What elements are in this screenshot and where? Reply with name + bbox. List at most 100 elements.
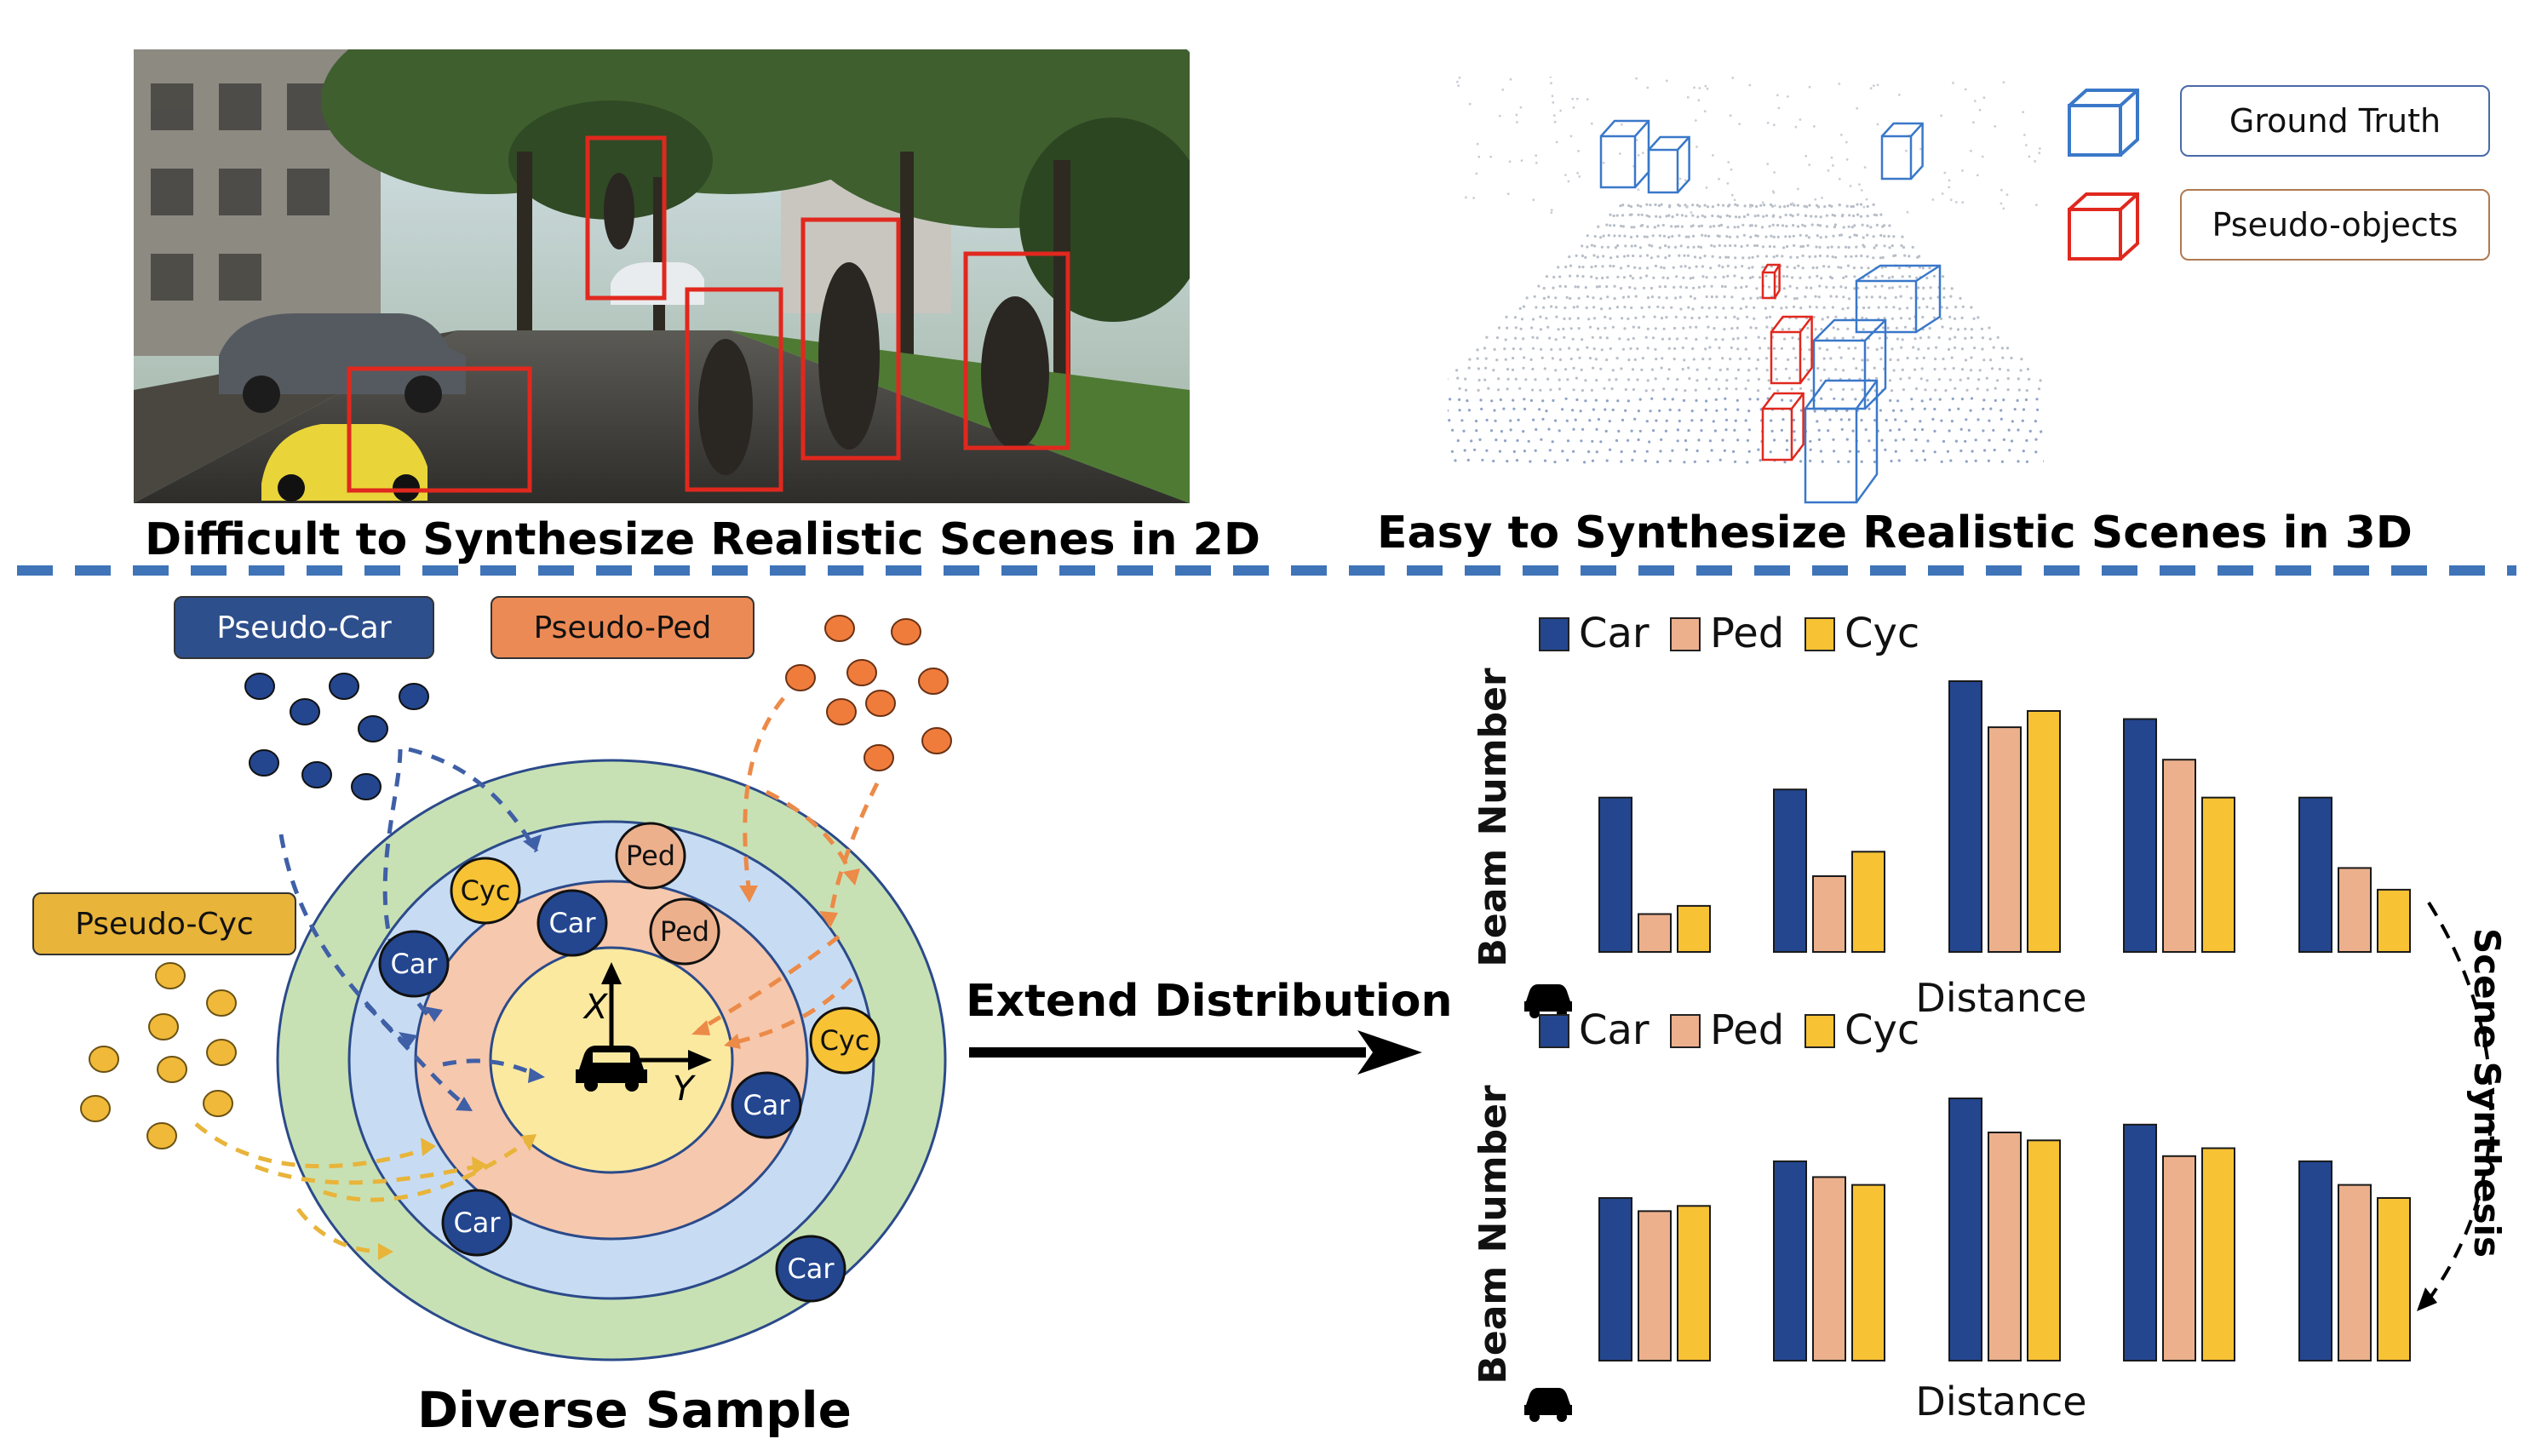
- pseudo-car-dot: [358, 715, 388, 742]
- bar-car: [1773, 788, 1807, 954]
- car-icon: [576, 1046, 647, 1092]
- legend-swatch-cyc: [1804, 1014, 1835, 1048]
- bar-ped: [2338, 1184, 2372, 1361]
- legend-swatch-car: [1539, 617, 1569, 651]
- object-label: Car: [787, 1253, 835, 1285]
- tag-pseudo-cyc: Pseudo-Cyc: [32, 892, 296, 955]
- beam-charts: Scene Synthesis Car Ped Cyc Beam Number Dist…: [1472, 610, 2508, 1424]
- bar-ped: [1988, 1132, 2022, 1361]
- bar-cyc: [2201, 796, 2235, 954]
- pseudo-ped-dot: [891, 618, 921, 645]
- object-label: Car: [548, 907, 596, 939]
- bar-ped: [2338, 867, 2372, 954]
- bar-cyc: [1677, 904, 1711, 954]
- object-car: Car: [536, 889, 608, 957]
- pseudo-ped-dot: [918, 668, 949, 695]
- pseudo-cyc-dot: [80, 1095, 111, 1122]
- bbox-3d: [1812, 318, 1887, 410]
- legend-label-car: Car: [1579, 610, 1650, 657]
- bbox-3d: [1761, 392, 1804, 461]
- bbox-3d: [1761, 263, 1781, 300]
- pseudo-ped-dot: [921, 727, 952, 754]
- bar-cyc: [2201, 1147, 2235, 1361]
- legend-label-ped: Ped: [1710, 1006, 1784, 1054]
- bar-ped: [2162, 1155, 2196, 1362]
- legend-swatch-ped: [1670, 617, 1701, 651]
- ground-truth-cube-icon: [2068, 89, 2139, 157]
- object-label: Cyc: [461, 874, 511, 907]
- bbox-3d: [1770, 315, 1813, 385]
- legend: Ground Truth Pseudo-objects: [2052, 68, 2495, 272]
- bar-car: [2123, 1123, 2157, 1362]
- bar-car: [1773, 1160, 1807, 1362]
- bar-cyc: [1851, 851, 1885, 953]
- caption-2d: Difficult to Synthesize Realistic Scenes…: [145, 514, 1261, 565]
- legend-label-cyc: Cyc: [1845, 1006, 1919, 1054]
- axis-y-label: Y: [673, 1069, 697, 1109]
- bar-car: [1948, 1098, 1982, 1361]
- diverse-sample-diagram: Cyc Ped Car Ped Car Cyc Car Car Car X Y: [80, 615, 952, 1361]
- lidar-points: [1365, 75, 2120, 464]
- bar-ped: [2162, 759, 2196, 954]
- bbox-3d: [1804, 379, 1879, 504]
- y-axis-label: Beam Number: [1472, 668, 1515, 967]
- bar-car: [1598, 796, 1632, 954]
- pseudo-object-cube-icon: [2068, 192, 2139, 261]
- bar-car: [2298, 1160, 2332, 1362]
- bar-chart-0: Car Ped Cyc Beam Number Distance: [1472, 610, 2411, 1021]
- legend-label-cyc: Cyc: [1845, 610, 1919, 657]
- object-label: Ped: [626, 840, 675, 872]
- legend-swatch-car: [1539, 1014, 1569, 1048]
- tag-pseudo-car: Pseudo-Car: [174, 596, 434, 659]
- section-divider: [17, 565, 2516, 576]
- pseudo-ped-dot: [846, 659, 877, 686]
- extend-distribution-label: Extend Distribution: [966, 976, 1453, 1027]
- object-label: Cyc: [820, 1024, 870, 1057]
- bbox-3d: [1880, 122, 1924, 181]
- extend-arrow: [969, 1030, 1422, 1075]
- object-cyc: Cyc: [809, 1006, 881, 1075]
- pseudo-cyc-dot: [89, 1046, 119, 1073]
- pseudo-ped-dot: [864, 744, 894, 771]
- object-ped: Ped: [649, 897, 720, 966]
- scene-synthesis-arrow: [2424, 901, 2493, 1306]
- tag-pseudo-car-label: Pseudo-Car: [216, 610, 392, 645]
- pseudo-cyc-dot: [146, 1122, 177, 1149]
- bar-cyc: [1677, 1205, 1711, 1362]
- bar-ped: [1988, 726, 2022, 953]
- object-label: Car: [743, 1089, 790, 1121]
- pseudo-cyc-dot: [203, 1090, 233, 1117]
- pseudo-ped-dot: [785, 664, 816, 691]
- object-car: Car: [775, 1235, 846, 1303]
- pseudo-ped-dot: [865, 690, 896, 717]
- object-car: Car: [731, 1071, 802, 1139]
- pseudo-cyc-dot: [155, 962, 186, 989]
- bar-ped: [1812, 875, 1846, 953]
- tag-pseudo-ped: Pseudo-Ped: [491, 596, 754, 659]
- x-axis-label: Distance: [1915, 975, 2086, 1021]
- pseudo-cyc-dot: [157, 1056, 187, 1083]
- legend-ground-truth: Ground Truth: [2180, 85, 2490, 157]
- caption-diverse-sample: Diverse Sample: [417, 1381, 852, 1439]
- legend-ground-truth-label: Ground Truth: [2229, 102, 2441, 140]
- object-label: Car: [453, 1207, 501, 1239]
- object-label: Ped: [660, 915, 709, 948]
- bar-cyc: [1851, 1184, 1885, 1361]
- ego-axes: X Y: [576, 962, 712, 1109]
- pseudo-cyc-dot: [206, 1039, 237, 1066]
- pseudo-ped-dot: [824, 615, 855, 642]
- bar-car: [2298, 796, 2332, 954]
- bbox-3d: [1599, 119, 1650, 189]
- pseudo-cyc-dot: [148, 1013, 179, 1040]
- bar-cyc: [2027, 1139, 2061, 1362]
- legend-pseudo-objects: Pseudo-objects: [2180, 189, 2490, 261]
- object-car: Car: [441, 1189, 513, 1257]
- caption-3d: Easy to Synthesize Realistic Scenes in 3…: [1377, 507, 2413, 559]
- object-cyc: Cyc: [450, 857, 521, 925]
- pseudo-car-dot: [351, 773, 382, 800]
- bbox-3d: [1855, 264, 1942, 334]
- bar-cyc: [2377, 1197, 2411, 1361]
- legend-swatch-ped: [1670, 1014, 1701, 1048]
- object-ped: Ped: [615, 822, 686, 890]
- legend-pseudo-objects-label: Pseudo-objects: [2212, 206, 2459, 244]
